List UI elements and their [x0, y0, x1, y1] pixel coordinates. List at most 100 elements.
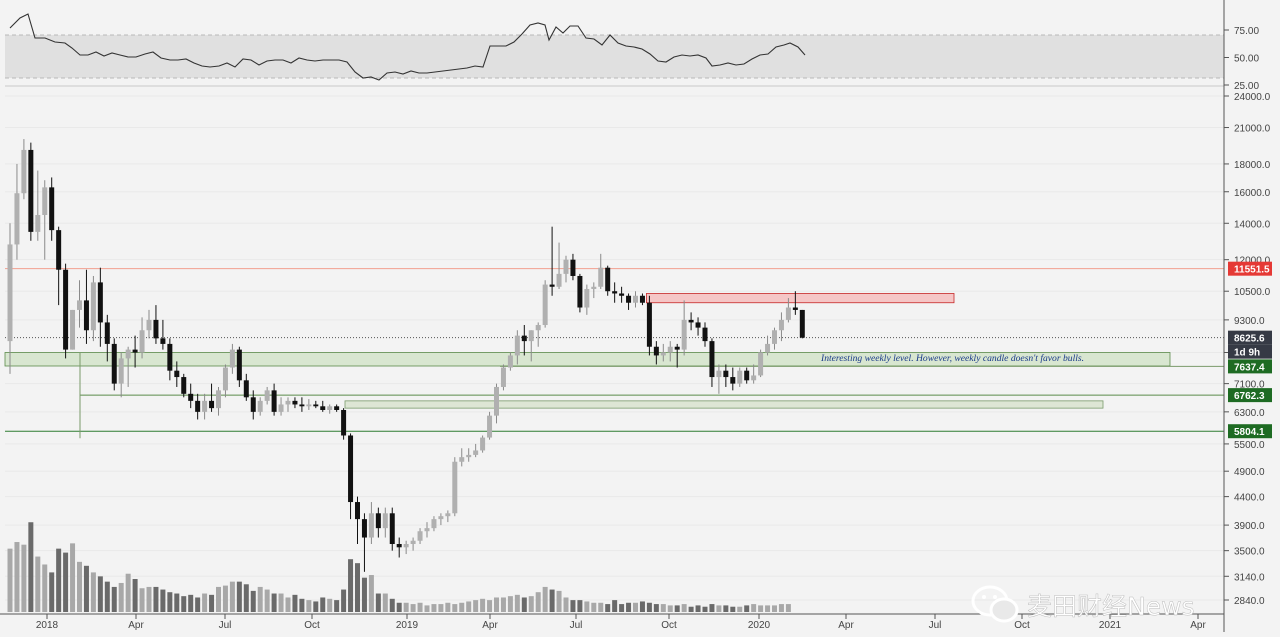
- volume-bar: [605, 604, 611, 612]
- candle-body: [216, 390, 221, 409]
- volume-bar: [473, 600, 479, 612]
- volume-bar: [306, 600, 312, 612]
- candle: [452, 457, 458, 517]
- volume-bar: [591, 602, 597, 612]
- volume-bar: [361, 577, 367, 612]
- price-label-text: 1d 9h: [1234, 348, 1260, 359]
- candle-body: [792, 307, 798, 310]
- candle-body: [751, 375, 757, 381]
- candle: [556, 242, 562, 289]
- volume-bar: [424, 605, 430, 612]
- candle-body: [765, 343, 771, 353]
- candle: [730, 367, 736, 391]
- candle-body: [403, 544, 409, 548]
- candle: [528, 330, 534, 362]
- x-tick-label: Oct: [1014, 620, 1030, 631]
- candle-body: [431, 519, 437, 529]
- candle-body: [146, 319, 152, 331]
- x-tick-label: Jul: [219, 620, 232, 631]
- candle: [14, 163, 20, 260]
- volume-bar: [327, 598, 333, 612]
- candle-body: [160, 338, 166, 344]
- candle: [716, 364, 722, 394]
- candle: [778, 312, 784, 342]
- candle: [257, 397, 263, 416]
- candle-body: [500, 367, 506, 387]
- candle-body: [459, 457, 465, 462]
- volume-bar: [765, 605, 771, 612]
- price-tick-label: 14000.0: [1234, 219, 1271, 230]
- candle-body: [202, 400, 208, 412]
- price-tick-label: 6300.0: [1234, 408, 1265, 419]
- volume-bar: [723, 605, 729, 612]
- price-tick-label: 18000.0: [1234, 160, 1271, 171]
- candle-body: [424, 528, 430, 532]
- volume-bar: [639, 601, 645, 612]
- candle: [410, 537, 416, 551]
- price-label-text: 5804.1: [1234, 427, 1265, 438]
- volume-bar: [285, 597, 291, 612]
- volume-bar: [271, 593, 277, 612]
- volume-bar: [612, 600, 618, 612]
- candle: [341, 408, 347, 440]
- volume-bar: [758, 605, 764, 612]
- price-tick-label: 5500.0: [1234, 440, 1265, 451]
- volume-bar: [563, 597, 569, 612]
- volume-bar: [744, 605, 750, 612]
- x-tick-label: 2021: [1099, 620, 1122, 631]
- candle-body: [229, 349, 235, 368]
- candle: [139, 317, 145, 359]
- candle-body: [7, 244, 13, 342]
- candle-body: [132, 349, 138, 353]
- volume-bar: [438, 604, 444, 612]
- candle-body: [577, 275, 583, 308]
- candle: [361, 513, 367, 572]
- candle-body: [521, 335, 527, 342]
- volume-bar: [104, 581, 110, 612]
- volume-layer: [7, 522, 791, 612]
- volume-bar: [730, 606, 736, 612]
- volume-bar: [674, 605, 680, 612]
- candle-body: [778, 319, 784, 331]
- candle-body: [77, 300, 82, 310]
- candle: [612, 282, 618, 303]
- candle-body: [584, 288, 590, 308]
- candle-body: [195, 400, 201, 412]
- candle-body: [334, 406, 340, 410]
- candle-body: [737, 370, 743, 384]
- price-label-tag: 8625.6: [1228, 330, 1272, 345]
- volume-bar: [702, 606, 708, 612]
- candle-body: [83, 300, 89, 331]
- candle-body: [535, 325, 541, 331]
- candle-body: [716, 370, 722, 378]
- candle-body: [799, 309, 805, 338]
- rsi-line: [9, 13, 806, 81]
- volume-bar: [42, 564, 48, 612]
- candle-body: [612, 291, 618, 294]
- volume-bar: [633, 602, 638, 612]
- volume-bar: [83, 565, 89, 612]
- candle: [285, 397, 291, 412]
- price-tick-label: 3140.0: [1234, 572, 1265, 583]
- candle-body: [389, 513, 395, 545]
- candle-body: [667, 346, 673, 353]
- candle: [772, 327, 777, 350]
- volume-bar: [577, 600, 583, 612]
- volume-bar: [188, 594, 194, 612]
- candle: [132, 335, 138, 368]
- volume-bar: [118, 582, 124, 612]
- candle-body: [271, 390, 277, 412]
- candle: [563, 255, 569, 283]
- candle-body: [285, 400, 291, 405]
- candle-body: [21, 149, 27, 194]
- candle-body: [528, 330, 534, 342]
- candle-body: [417, 531, 423, 541]
- volume-bar: [382, 593, 388, 612]
- candle-body: [327, 406, 333, 410]
- candle: [327, 404, 333, 414]
- volume-bar: [445, 602, 451, 612]
- candle-body: [56, 230, 62, 270]
- candle-body: [619, 293, 625, 296]
- candle-body: [313, 404, 319, 407]
- candle-body: [549, 284, 555, 287]
